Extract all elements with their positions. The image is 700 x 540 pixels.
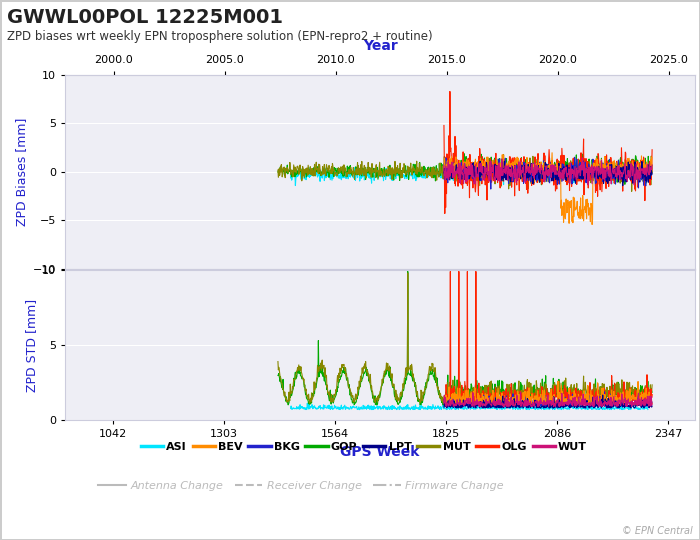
X-axis label: Year: Year [363, 39, 398, 53]
X-axis label: GPS Week: GPS Week [340, 445, 420, 458]
Y-axis label: ZPD STD [mm]: ZPD STD [mm] [25, 299, 38, 392]
Legend: Antenna Change, Receiver Change, Firmware Change: Antenna Change, Receiver Change, Firmwar… [94, 477, 508, 496]
Text: © EPN Central: © EPN Central [622, 525, 693, 536]
Y-axis label: ZPD Biases [mm]: ZPD Biases [mm] [15, 118, 29, 226]
Legend: ASI, BEV, BKG, GOP, LPT, MUT, OLG, WUT: ASI, BEV, BKG, GOP, LPT, MUT, OLG, WUT [136, 437, 592, 456]
Text: ZPD biases wrt weekly EPN troposphere solution (EPN-repro2 + routine): ZPD biases wrt weekly EPN troposphere so… [7, 30, 433, 43]
Text: GWWL00POL 12225M001: GWWL00POL 12225M001 [7, 8, 283, 27]
